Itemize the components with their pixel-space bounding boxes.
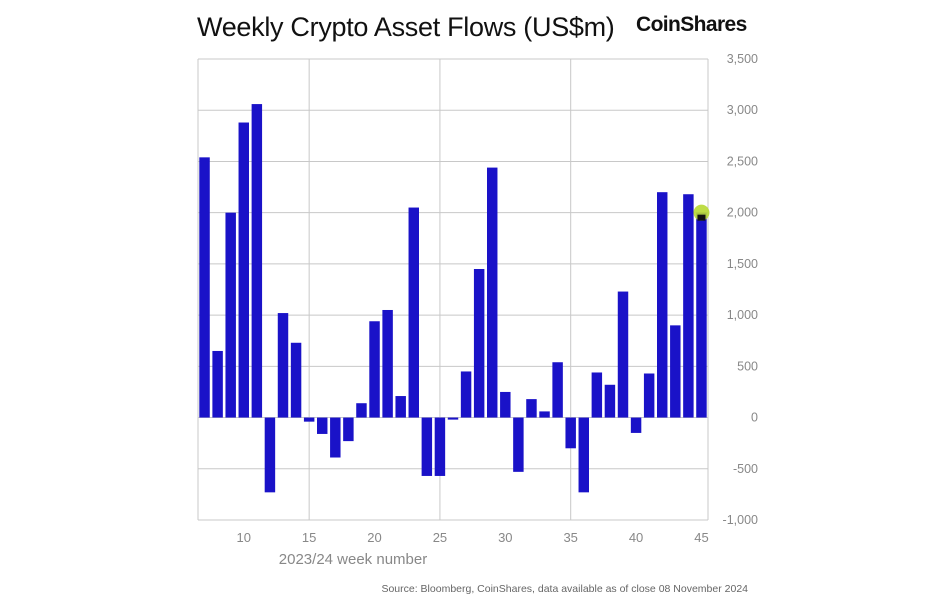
bar-week-42 (657, 192, 668, 418)
bar-week-40 (630, 417, 642, 433)
x-tick-label: 35 (563, 530, 577, 545)
bar-week-34 (552, 362, 563, 418)
coinshares-logo: CoinShares (636, 13, 747, 36)
bar-week-23 (408, 207, 419, 418)
bar-week-44 (683, 194, 694, 418)
bar-week-27 (460, 371, 472, 418)
bar-week-41 (643, 373, 655, 418)
bar-week-21 (382, 309, 393, 418)
bar-week-31 (513, 417, 524, 472)
x-axis-title: 2023/24 week number (279, 551, 427, 568)
x-tick-label: 45 (694, 530, 708, 545)
bar-week-10 (238, 122, 249, 418)
y-tick-label: 3,000 (727, 103, 758, 117)
bar-week-36 (578, 417, 589, 493)
bar-week-24 (421, 417, 433, 476)
bar-week-9 (225, 212, 236, 418)
bar-week-19 (356, 403, 367, 418)
x-tick-label: 10 (237, 530, 251, 545)
bar-week-37 (591, 372, 603, 418)
bar-week-28 (473, 269, 485, 418)
bar-week-15 (303, 417, 315, 422)
y-tick-label: 1,000 (727, 308, 758, 322)
bar-week-26 (447, 417, 459, 420)
bar-week-11 (251, 104, 263, 418)
y-tick-label: 2,500 (727, 154, 758, 168)
bar-week-43 (670, 325, 681, 418)
bar-week-38 (604, 384, 616, 418)
bar-week-17 (330, 417, 341, 458)
bar-week-14 (290, 342, 302, 418)
y-tick-label: 1,500 (727, 257, 758, 271)
bar-week-25 (434, 417, 446, 476)
bar-week-20 (369, 321, 380, 418)
x-tick-label: 25 (433, 530, 447, 545)
bar-week-39 (617, 291, 629, 418)
bar-week-32 (526, 399, 537, 418)
y-tick-label: -1,000 (723, 513, 758, 527)
chart-title: Weekly Crypto Asset Flows (US$m) (197, 12, 615, 42)
bar-week-16 (317, 417, 328, 434)
bar-week-13 (277, 313, 289, 418)
source-note: Source: Bloomberg, CoinShares, data avai… (381, 583, 748, 595)
y-tick-label: -500 (733, 462, 758, 476)
x-axis: 10 15 20 25 30 35 40 45 (237, 530, 709, 545)
bar-week-30 (500, 391, 511, 418)
y-tick-label: 500 (737, 359, 758, 373)
x-tick-label: 20 (367, 530, 381, 545)
y-tick-label: 2,000 (727, 206, 758, 220)
bar-week-22 (395, 396, 406, 418)
latest-value-cap (697, 214, 706, 221)
bar-week-45 (696, 212, 707, 418)
bar-week-33 (539, 411, 550, 418)
bar-week-8 (212, 350, 223, 418)
x-tick-label: 40 (629, 530, 643, 545)
bar-week-7 (199, 157, 210, 418)
x-tick-label: 15 (302, 530, 316, 545)
bar-series (199, 104, 707, 493)
y-axis: -1,000 -500 0 500 1,000 1,500 2,000 2,500 3,000 3… (723, 52, 759, 527)
y-tick-label: 3,500 (727, 52, 758, 66)
bar-week-29 (487, 167, 498, 418)
bar-week-12 (264, 417, 276, 493)
bar-week-35 (565, 417, 576, 449)
latest-value-marker (693, 204, 710, 221)
x-tick-label: 30 (498, 530, 512, 545)
bar-week-18 (343, 417, 354, 442)
y-tick-label: 0 (751, 411, 758, 425)
